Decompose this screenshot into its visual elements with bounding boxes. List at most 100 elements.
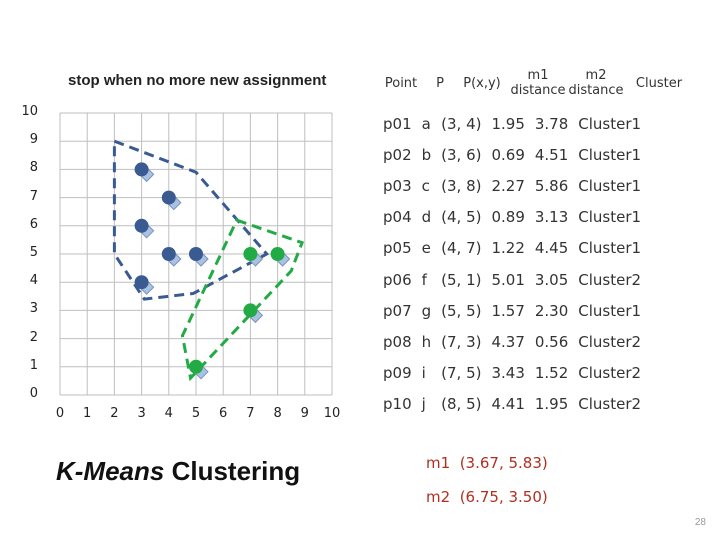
cluster1-boundary xyxy=(112,139,270,301)
cell-p: i xyxy=(421,364,426,383)
cell-m2: 1.52 xyxy=(534,364,569,383)
cell-xy: (7, 5) xyxy=(441,364,482,383)
cell-point: p05 xyxy=(383,239,412,258)
cell-m1: 4.41 xyxy=(491,395,525,414)
y-tick-label: 1 xyxy=(29,357,38,373)
x-tick-label: 2 xyxy=(110,406,119,421)
centroid-label: m1 xyxy=(426,454,451,472)
cell-p: c xyxy=(421,176,430,195)
cell-m1: 5.01 xyxy=(491,270,525,289)
cluster2-point xyxy=(243,247,258,261)
header-m2-distance: m2 distance xyxy=(568,68,624,98)
cell-p: j xyxy=(421,395,426,414)
cell-m1: 4.37 xyxy=(491,332,525,351)
centroid-item: m2 (6.75, 3.50) xyxy=(426,480,548,514)
x-tick-label: 6 xyxy=(219,406,228,421)
cell-xy: (3, 6) xyxy=(441,145,482,164)
caption-italic: K-Means xyxy=(56,456,165,486)
table-row: p01 a (3, 4) 1.95 3.78 Cluster1 xyxy=(378,108,646,139)
y-tick-label: 0 xyxy=(29,386,38,401)
y-tick-label: 5 xyxy=(29,245,38,260)
cell-m2: 3.13 xyxy=(534,208,569,227)
cell-p: g xyxy=(421,301,432,320)
cell-m2: 3.78 xyxy=(534,114,569,133)
cluster1-point xyxy=(134,162,149,177)
cluster1-point xyxy=(134,218,149,233)
table-row: p08 h (7, 3) 4.37 0.56 Cluster2 xyxy=(378,326,646,357)
cell-point: p01 xyxy=(383,114,412,133)
cell-m2: 5.86 xyxy=(534,176,569,195)
cell-m1: 3.43 xyxy=(491,364,525,383)
cluster2-boundary xyxy=(180,218,305,382)
cell-m2: 4.45 xyxy=(534,239,569,258)
x-tick-label: 1 xyxy=(83,406,92,421)
cell-point: p08 xyxy=(383,332,412,351)
distance-table: p01 a (3, 4) 1.95 3.78 Cluster1 p02 b (3, 6) 0.69… xyxy=(378,108,646,420)
y-tick-label: 6 xyxy=(29,216,38,232)
cluster-boundaries xyxy=(112,139,305,382)
y-tick-label: 10 xyxy=(21,104,38,119)
cell-cluster: Cluster1 xyxy=(578,145,642,164)
y-tick-label: 7 xyxy=(29,188,38,204)
x-tick-label: 0 xyxy=(55,406,65,421)
header-p: P xyxy=(436,76,444,91)
cell-point: p04 xyxy=(383,208,412,227)
page-number: 28 xyxy=(694,517,706,528)
cell-p: a xyxy=(421,114,431,133)
cell-xy: (5, 5) xyxy=(441,301,482,320)
cell-p: b xyxy=(421,145,432,164)
x-tick-label: 3 xyxy=(137,406,146,421)
cell-m2: 3.05 xyxy=(534,270,569,289)
x-tick-label: 8 xyxy=(273,406,282,421)
x-tick-label: 4 xyxy=(164,406,173,421)
cell-p: e xyxy=(421,239,431,258)
centroid-value: (6.75, 3.50) xyxy=(459,488,548,506)
table-row: p02 b (3, 6) 0.69 4.51 Cluster1 xyxy=(378,139,646,170)
cluster2-point xyxy=(270,247,285,261)
caption-rest: Clustering xyxy=(164,456,301,486)
cell-m1: 0.69 xyxy=(491,145,525,164)
cell-p: d xyxy=(421,208,432,227)
cell-point: p09 xyxy=(383,364,412,383)
table-row: p04 d (4, 5) 0.89 3.13 Cluster1 xyxy=(378,202,646,233)
cell-m2: 0.56 xyxy=(534,332,569,351)
data-points xyxy=(134,162,291,380)
centroid-value: (3.67, 5.83) xyxy=(459,454,548,472)
cell-xy: (3, 4) xyxy=(441,114,482,133)
cell-m2: 1.95 xyxy=(534,395,569,414)
cluster1-point xyxy=(134,275,149,290)
header-cluster: Cluster xyxy=(635,76,683,91)
header-point: Point xyxy=(384,76,418,91)
scatter-plot xyxy=(59,112,333,396)
table-row: p09 i (7, 5) 3.43 1.52 Cluster2 xyxy=(378,358,646,389)
cluster1-point xyxy=(161,247,176,261)
cell-xy: (4, 5) xyxy=(441,208,482,227)
cell-cluster: Cluster1 xyxy=(578,176,642,195)
centroid-item: m1 (3.67, 5.83) xyxy=(426,446,548,480)
centroid-list: m1 (3.67, 5.83) m2 (6.75, 3.50) xyxy=(426,446,548,514)
cluster1-point xyxy=(189,247,203,261)
cell-xy: (7, 3) xyxy=(441,332,482,351)
cell-cluster: Cluster1 xyxy=(578,114,642,133)
cell-m2: 4.51 xyxy=(534,145,569,164)
y-tick-label: 3 xyxy=(29,301,38,317)
cell-xy: (5, 1) xyxy=(441,270,482,289)
y-tick-label: 4 xyxy=(29,273,38,289)
cluster2-point xyxy=(189,359,203,374)
cell-point: p07 xyxy=(383,301,412,320)
cell-m1: 1.22 xyxy=(491,239,525,258)
y-tick-label: 8 xyxy=(29,160,38,176)
table-row: p06 f (5, 1) 5.01 3.05 Cluster2 xyxy=(378,264,646,295)
cell-p: f xyxy=(421,270,427,289)
cell-cluster: Cluster2 xyxy=(578,395,642,414)
x-tick-label: 5 xyxy=(191,406,201,421)
cell-cluster: Cluster2 xyxy=(578,364,642,383)
cell-p: h xyxy=(421,332,432,351)
x-tick-label: 7 xyxy=(246,406,255,421)
table-row: p07 g (5, 5) 1.57 2.30 Cluster1 xyxy=(378,295,646,326)
cell-point: p03 xyxy=(383,176,412,195)
cell-point: p10 xyxy=(383,395,412,414)
cluster2-point xyxy=(243,303,258,318)
cell-point: p02 xyxy=(383,145,412,164)
cell-xy: (4, 7) xyxy=(441,239,482,258)
